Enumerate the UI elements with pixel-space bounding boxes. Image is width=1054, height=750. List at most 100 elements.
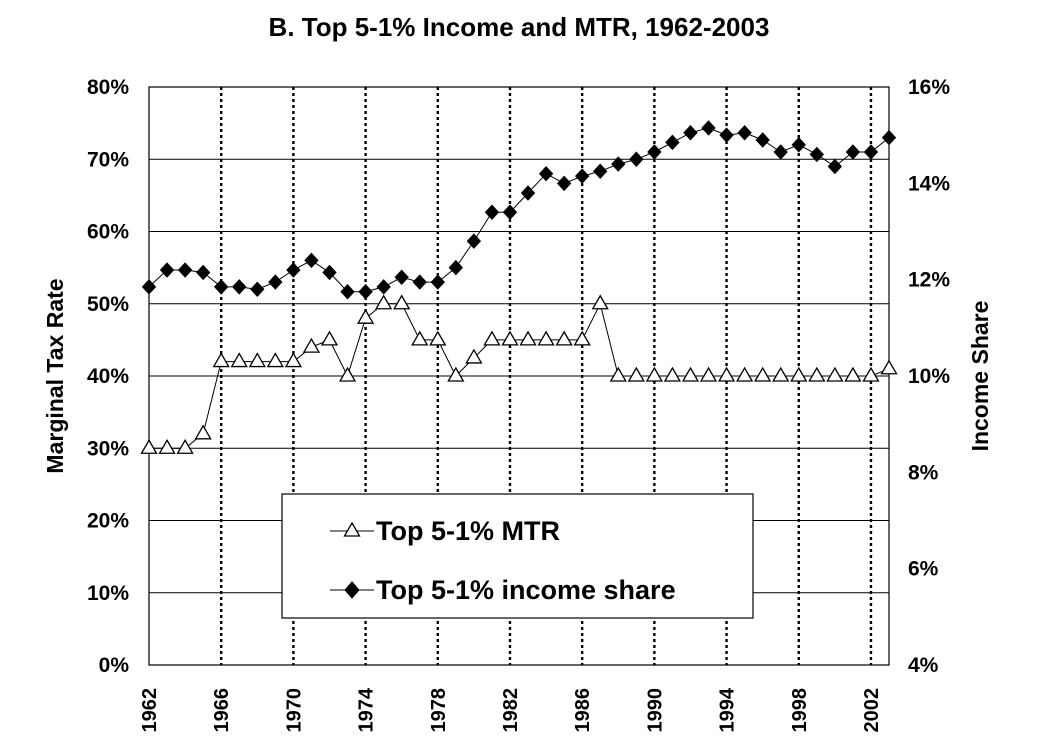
mtr-point <box>320 330 339 346</box>
income-share-point <box>701 120 716 136</box>
income-share-point <box>683 125 698 141</box>
income-share-point <box>177 262 193 278</box>
income-share-point <box>141 279 157 295</box>
income-share-point <box>159 262 175 278</box>
income-share-point <box>791 137 806 153</box>
mtr-point <box>158 438 176 454</box>
income-share-point <box>737 125 752 141</box>
x-tick-label: 1974 <box>356 687 378 732</box>
income-share-point <box>629 151 644 167</box>
x-tick-label: 1970 <box>283 688 305 733</box>
right-axis-label: Income Share <box>967 301 993 452</box>
x-tick-label: 1990 <box>644 688 666 733</box>
mtr-point <box>248 352 266 368</box>
mtr-point <box>356 308 375 324</box>
income-share-point <box>484 204 500 220</box>
legend: Top 5-1% MTR Top 5-1% income share <box>281 493 754 619</box>
income-share-point <box>268 274 283 290</box>
x-tick-label: 1966 <box>211 688 233 733</box>
mtr-point <box>790 366 808 382</box>
income-share-point <box>394 269 409 285</box>
income-share-point <box>412 274 427 290</box>
y-right-tick-label: 12% <box>908 269 950 292</box>
mtr-point <box>826 366 844 382</box>
income-share-point <box>340 283 355 300</box>
y-left-tick-label: 10% <box>87 582 129 605</box>
right-axis-tick-labels: 4% 6% 8% 10% 12% 14% 16% <box>908 76 950 677</box>
x-tick-label: 1962 <box>139 688 161 733</box>
legend-mtr-marker <box>343 521 361 537</box>
legend-share-marker <box>344 581 360 599</box>
income-share-point <box>809 146 824 163</box>
y-left-tick-label: 60% <box>87 221 129 244</box>
x-axis-tick-labels: 1962 1966 1970 1974 1978 1982 1986 1990 1994 1998… <box>139 687 883 732</box>
income-share-point <box>250 281 265 298</box>
mtr-point <box>609 366 627 382</box>
income-share-point <box>376 279 391 295</box>
legend-share-label: Top 5-1% income share <box>376 575 676 605</box>
mtr-point <box>429 330 447 346</box>
y-left-tick-label: 30% <box>87 437 129 460</box>
income-share-point <box>538 165 554 182</box>
mtr-point <box>338 366 357 382</box>
income-share-point <box>611 156 626 172</box>
chart-title: B. Top 5-1% Income and MTR, 1962-2003 <box>269 12 770 42</box>
mtr-point <box>212 352 230 368</box>
mtr-point <box>699 366 718 382</box>
income-share-point <box>232 279 247 295</box>
plot-area-frame <box>148 86 890 666</box>
y-left-tick-label: 0% <box>99 654 130 677</box>
income-share-point <box>358 283 373 300</box>
income-share-point <box>647 144 662 160</box>
y-left-tick-label: 40% <box>87 365 129 388</box>
mtr-point <box>880 359 898 375</box>
income-share-point <box>448 259 464 276</box>
income-share-point <box>827 158 843 175</box>
income-share-point <box>665 134 680 151</box>
y-right-tick-label: 4% <box>908 654 939 677</box>
income-share-point <box>773 144 788 160</box>
y-left-tick-label: 50% <box>87 293 129 316</box>
y-right-tick-label: 10% <box>908 365 950 388</box>
mtr-point <box>501 330 519 346</box>
income-share-point <box>466 233 482 249</box>
mtr-point <box>844 366 862 382</box>
income-share-point <box>845 144 861 160</box>
left-axis-tick-labels: 0% 10% 20% 30% 40% 50% 60% 70% 80% <box>87 76 129 677</box>
legend-box <box>281 493 754 619</box>
mtr-point <box>447 366 465 382</box>
mtr-point <box>681 366 700 382</box>
y-right-tick-label: 14% <box>908 172 950 195</box>
y-right-tick-label: 6% <box>908 558 939 581</box>
mtr-point <box>393 294 411 310</box>
mtr-point <box>284 352 303 368</box>
mtr-point <box>862 366 880 382</box>
mtr-point <box>465 348 483 364</box>
income-share-point <box>863 144 879 160</box>
mtr-point <box>772 366 790 382</box>
mtr-point <box>194 424 212 440</box>
income-share-point <box>520 185 536 201</box>
income-share-point <box>574 168 590 184</box>
mtr-point <box>717 366 736 382</box>
income-share-point <box>430 274 445 290</box>
y-right-tick-label: 16% <box>908 76 950 99</box>
income-share-point <box>304 252 319 269</box>
mtr-point <box>537 330 555 346</box>
income-share-point <box>322 264 337 281</box>
left-axis-label: Marginal Tax Rate <box>42 278 68 473</box>
x-tick-label: 2002 <box>861 688 883 733</box>
mtr-point <box>176 438 194 454</box>
mtr-point <box>573 330 591 346</box>
mtr-point <box>266 352 284 368</box>
legend-mtr-label: Top 5-1% MTR <box>376 516 560 546</box>
y-left-tick-label: 20% <box>87 510 129 533</box>
income-share-point <box>214 279 229 295</box>
mtr-point <box>375 294 393 310</box>
y-left-tick-label: 70% <box>87 148 129 171</box>
mtr-point <box>663 366 682 382</box>
mtr-point <box>140 438 158 454</box>
mtr-point <box>735 366 754 382</box>
mtr-point <box>555 330 573 346</box>
x-tick-label: 1982 <box>500 688 522 733</box>
